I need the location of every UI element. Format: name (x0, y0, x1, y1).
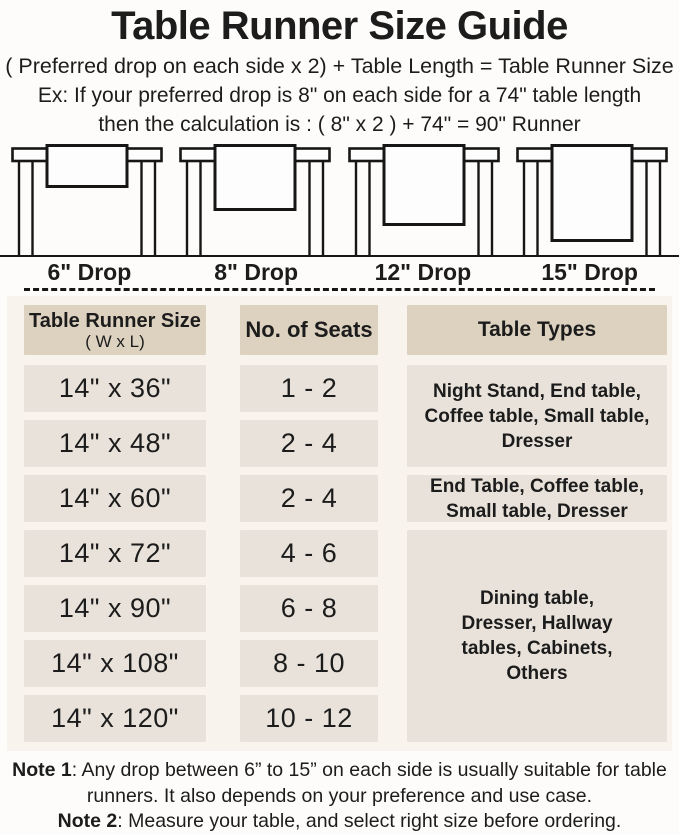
example-line-1: Ex: If your preferred drop is 8" on each… (37, 83, 642, 107)
runner-size-cell: 14" x 60" (24, 475, 206, 523)
table-legs (522, 161, 662, 258)
example-line-2: then the calculation is : ( 8" x 2 ) + 7… (98, 113, 581, 137)
column-runner-size: Table Runner Size ( W x L) 14" x 36" 14"… (24, 305, 206, 743)
drop-label-12in: 12" Drop (374, 259, 472, 286)
illustrations-row (0, 144, 679, 258)
header-seats: No. of Seats (240, 305, 378, 356)
table-types-text: End Table, Coffee table, Small table, Dr… (430, 475, 644, 522)
table-illustration-15in (516, 144, 668, 258)
runner-size-cell: 14" x 90" (24, 585, 206, 633)
header-table-types: Table Types (407, 305, 667, 356)
note-2-label: Note 2 (57, 810, 118, 833)
size-guide-table: Table Runner Size ( W x L) 14" x 36" 14"… (7, 296, 672, 752)
runner-drape (213, 144, 297, 212)
header-runner-size: Table Runner Size ( W x L) (24, 305, 206, 356)
seats-cell: 8 - 10 (240, 640, 378, 688)
seats-cell: 1 - 2 (240, 365, 378, 413)
drop-labels-row: 6" Drop 8" Drop 12" Drop 15" Drop (0, 258, 679, 286)
drop-label-15in: 15" Drop (541, 259, 638, 286)
runner-drape (382, 144, 466, 227)
drop-label-6in: 6" Drop (47, 259, 132, 286)
table-types-text: Dining table, Dresser, Hallway tables, C… (461, 588, 613, 685)
column-table-types: Table Types Night Stand, End table, Coff… (407, 305, 667, 743)
seats-cell: 10 - 12 (240, 695, 378, 743)
runner-drape (45, 144, 129, 189)
table-legs (354, 161, 493, 258)
table-illustration-6in (11, 144, 163, 258)
seats-cell: 4 - 6 (240, 530, 378, 578)
runner-size-cell: 14" x 36" (24, 365, 206, 413)
footnotes: Note 1: Any drop between 6” to 15” on ea… (0, 758, 679, 835)
table-legs (186, 161, 325, 258)
header-runner-size-title: Table Runner Size (29, 309, 201, 332)
page-title: Table Runner Size Guide (111, 4, 568, 48)
runner-size-cell: 14" x 108" (24, 640, 206, 688)
table-types-cell-small: Night Stand, End table, Coffee table, Sm… (407, 365, 667, 468)
header-runner-size-subtitle: ( W x L) (85, 331, 145, 351)
table-legs (17, 161, 157, 258)
dashed-divider (24, 288, 655, 292)
runner-size-cell: 14" x 48" (24, 420, 206, 468)
seats-cell: 6 - 8 (240, 585, 378, 633)
note-1-label: Note 1 (12, 759, 72, 782)
runner-size-cell: 14" x 120" (24, 695, 206, 743)
table-illustration-8in (179, 144, 332, 258)
table-types-cell-large: Dining table, Dresser, Hallway tables, C… (407, 530, 667, 743)
note-1-text: : Any drop between 6” to 15” on each sid… (71, 759, 667, 807)
runner-size-cell: 14" x 72" (24, 530, 206, 578)
seats-cell: 2 - 4 (240, 420, 378, 468)
seats-cell: 2 - 4 (240, 475, 378, 523)
note-2: Note 2: Measure your table, and select r… (6, 809, 673, 835)
runner-drape (550, 144, 634, 243)
table-illustration-12in (347, 144, 500, 258)
formula-text: ( Preferred drop on each side x 2) + Tab… (5, 54, 674, 78)
column-seats: No. of Seats 1 - 2 2 - 4 2 - 4 4 - 6 6 -… (240, 305, 378, 743)
table-types-text: Night Stand, End table, Coffee table, Sm… (424, 380, 650, 452)
drop-label-8in: 8" Drop (214, 259, 298, 286)
note-1: Note 1: Any drop between 6” to 15” on ea… (6, 758, 673, 809)
note-2-text: : Measure your table, and select right s… (117, 810, 622, 833)
table-types-cell-medium: End Table, Coffee table, Small table, Dr… (407, 475, 667, 523)
